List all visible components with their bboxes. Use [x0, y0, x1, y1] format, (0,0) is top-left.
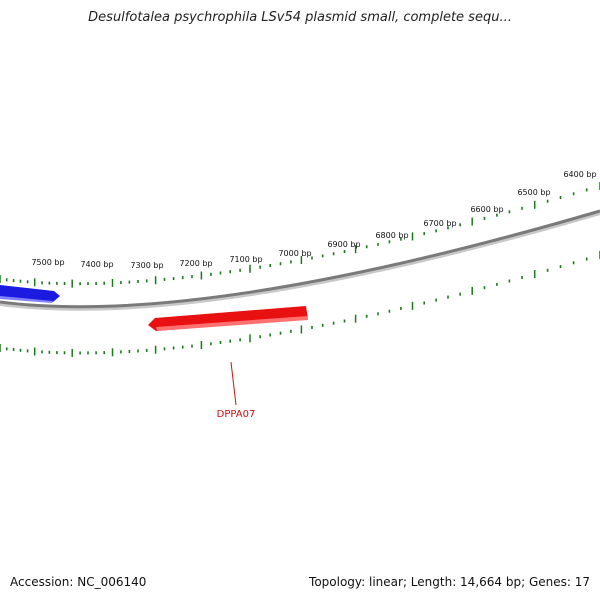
ruler-label: 6600 bp [470, 205, 503, 214]
gene-dppa07-arrow[interactable] [148, 306, 308, 331]
ruler-label: 7500 bp [31, 258, 64, 267]
ruler-label: 6700 bp [423, 219, 456, 228]
inner-tick-ring [0, 251, 600, 357]
ruler-labels: 7500 bp 7400 bp 7300 bp 7200 bp 7100 bp 7000 … [31, 170, 596, 270]
backbone-shadow [0, 211, 600, 311]
map-title: Desulfotalea psychrophila LSv54 plasmid … [88, 10, 512, 25]
ruler-label: 7300 bp [130, 261, 163, 270]
ruler-label: 7000 bp [278, 249, 311, 258]
backbone-line [0, 209, 600, 309]
gene-dppa07-leader-line [230, 361, 237, 406]
ruler-label: 6900 bp [327, 240, 360, 249]
gene-dppa07-label[interactable]: DPPA07 [217, 409, 256, 420]
ruler-label: 7200 bp [179, 259, 212, 268]
gene-forward-arrow[interactable] [0, 285, 60, 303]
outer-tick-ring [0, 182, 600, 288]
ruler-label: 7400 bp [80, 260, 113, 269]
ruler-label: 6800 bp [375, 231, 408, 240]
ruler-label: 7100 bp [229, 255, 262, 264]
summary-text: Topology: linear; Length: 14,664 bp; Gen… [309, 575, 590, 589]
ruler-label: 6500 bp [517, 188, 550, 197]
accession-text: Accession: NC_006140 [10, 575, 147, 589]
ruler-label: 6400 bp [563, 170, 596, 179]
